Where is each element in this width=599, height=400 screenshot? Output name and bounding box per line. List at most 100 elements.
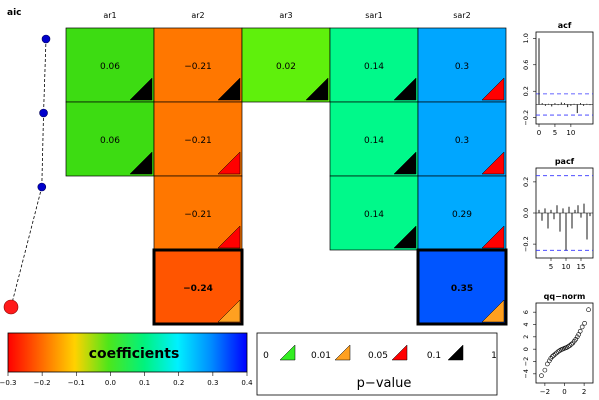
pacf-panel-ytick-label: 0.0 [522, 208, 530, 218]
qqnorm-panel: qq−norm 6 4 2 0 −2 −4 −2 0 2 [522, 292, 594, 396]
pvalue-legend-label: p−value [357, 376, 412, 391]
pvalue-triangle [217, 225, 241, 249]
qq-panel-ytick-label: 6 [522, 310, 530, 314]
aic-line-segment [43, 38, 47, 114]
qq-panel-xtick-label: 2 [582, 388, 586, 396]
pvalue-triangle [393, 225, 417, 249]
cell-value: 0.14 [364, 136, 384, 146]
heatmap-cell: −0.21 [153, 175, 243, 251]
qq-panel-xtick-label: −2 [540, 388, 550, 396]
cell-value: 0.06 [100, 62, 120, 72]
heatmap-cell: −0.24 [152, 248, 244, 326]
cell-value: 0.14 [364, 210, 384, 220]
qq-point [574, 334, 580, 340]
aic-title: aic [7, 8, 22, 18]
pvalue-legend-swatch [447, 344, 464, 361]
pvalue-triangle [217, 299, 241, 323]
heatmap-cell-fill [153, 175, 243, 251]
qq-panel-frame [535, 302, 594, 384]
aic-point [39, 108, 48, 118]
heatmap-cell-fill [417, 27, 507, 103]
heatmap-cell: 0.35 [416, 248, 508, 326]
pvalue-legend-swatch [334, 344, 351, 361]
aic-point [41, 34, 51, 44]
pacf-panel-ytick-label: −0.2 [522, 236, 530, 252]
pvalue-legend: 0 0.01 0.05 0.1 1 p−value [256, 332, 498, 396]
colorbar-tick-label: −0.3 [0, 379, 17, 387]
qq-point [569, 341, 574, 347]
pvalue-triangle [481, 299, 505, 323]
aic-panel: aic [3, 8, 51, 315]
cell-value: 0.02 [276, 62, 296, 72]
pvalue-break-label: 0.05 [368, 351, 388, 361]
aic-line-segment [10, 186, 43, 308]
column-header-ar3: ar3 [279, 11, 292, 20]
heatmap-cell: 0.06 [65, 27, 155, 103]
cell-value: 0.3 [455, 62, 469, 72]
acf-panel-title: acf [558, 21, 572, 30]
pvalue-legend-swatch [391, 344, 408, 361]
heatmap-cell: 0.3 [417, 27, 507, 103]
heatmap-cell-fill [65, 101, 155, 177]
qq-point [546, 358, 552, 364]
qq-point [582, 320, 587, 326]
cell-value: −0.24 [183, 284, 213, 294]
qq-point [577, 328, 583, 334]
cell-value: 0.06 [100, 136, 120, 146]
pvalue-triangle [217, 77, 241, 101]
pacf-panel-xtick-label: 5 [549, 263, 553, 271]
colorbar-tick-label: 0.3 [207, 379, 218, 387]
coefficient-heatmap: ar1 ar2 ar3 sar1 sar2 0.06 −0.21 0.02 0.14 0.3 0.… [65, 11, 508, 326]
qq-point [586, 307, 591, 313]
qq-panel-ytick-label: −4 [522, 369, 530, 379]
heatmap-cell-fill [417, 175, 507, 251]
column-header-sar2: sar2 [453, 11, 470, 20]
column-header-ar1: ar1 [103, 11, 116, 20]
heatmap-cell-fill [329, 101, 419, 177]
pvalue-triangle [481, 77, 505, 101]
qq-panel-xtick-label: 0 [562, 388, 566, 396]
colorbar-tick-label: −0.2 [34, 379, 51, 387]
pvalue-triangle [481, 225, 505, 249]
colorbar-tick-label: −0.1 [68, 379, 85, 387]
qq-panel-ytick-label: 2 [522, 335, 530, 339]
cell-value: 0.29 [452, 210, 472, 220]
acf-panel-ytick-label: 1.0 [522, 33, 530, 43]
qq-panel-ytick-label: −2 [522, 357, 530, 367]
heatmap-cell: −0.21 [153, 101, 243, 177]
qq-point [573, 336, 579, 342]
pvalue-triangle [129, 151, 153, 175]
heatmap-cell: 0.29 [417, 175, 507, 251]
qq-point [579, 324, 585, 330]
cell-value: 0.3 [455, 136, 469, 146]
column-header-ar2: ar2 [191, 11, 204, 20]
pvalue-break-label: 1 [491, 351, 497, 361]
pacf-panel-xtick-label: 10 [562, 263, 571, 271]
pacf-panel: pacf 0.2 0.0 −0.2 5 10 15 [522, 157, 594, 271]
heatmap-cell-fill [65, 27, 155, 103]
aic-line-segment [41, 112, 44, 188]
heatmap-cell-fill [417, 101, 507, 177]
colorbar-tick-label: 0.4 [241, 379, 253, 387]
pacf-panel-title: pacf [555, 157, 575, 166]
acf-panel-frame [535, 31, 594, 125]
heatmap-cell: −0.21 [153, 27, 243, 103]
acf-panel-xtick-label: 5 [553, 129, 557, 137]
heatmap-cell-fill [416, 248, 508, 326]
heatmap-cell: 0.3 [417, 101, 507, 177]
acf-panel-ytick-label: 0.2 [522, 86, 530, 96]
acf-panel-ytick-label: −0.2 [522, 110, 530, 126]
cell-value: −0.21 [184, 136, 212, 146]
heatmap-cell-fill [329, 27, 419, 103]
heatmap-cell-fill [241, 27, 331, 103]
pvalue-triangle [217, 151, 241, 175]
coefficient-colorbar: coefficients −0.3 −0.2 −0.1 0.0 0.1 0.2 0.3 0.4 [0, 332, 253, 387]
heatmap-cell: 0.06 [65, 101, 155, 177]
qq-point [549, 354, 555, 359]
colorbar-gradient [7, 332, 248, 373]
heatmap-cell: 0.02 [241, 27, 331, 103]
pvalue-break-label: 0.01 [311, 351, 331, 361]
pvalue-triangle [129, 77, 153, 101]
pvalue-break-label: 0 [263, 351, 269, 361]
